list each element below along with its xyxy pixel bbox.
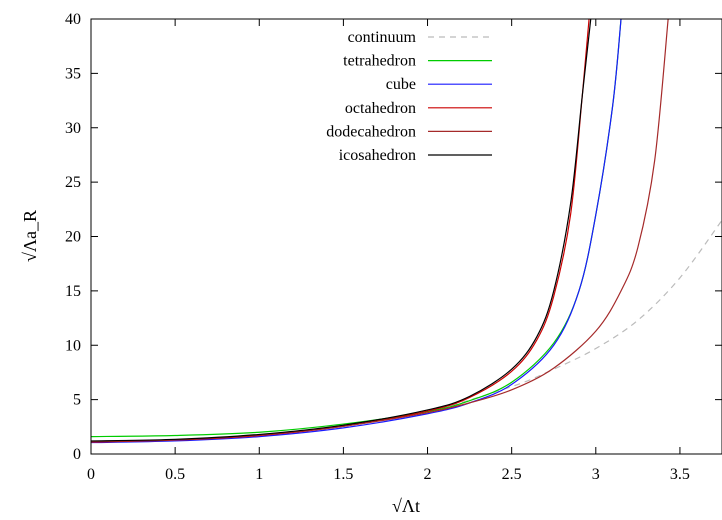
x-tick-label: 1.5 <box>333 466 353 483</box>
series-line-tetrahedron <box>91 19 622 438</box>
y-axis-label: √Λa_R <box>20 210 40 262</box>
x-tick-label: 3.5 <box>670 466 690 483</box>
x-tick-label: 0.5 <box>165 466 185 483</box>
y-tick-label: 10 <box>65 337 81 354</box>
legend: continuum tetrahedron cube octahedron dodeca… <box>326 29 492 164</box>
x-tick-label: 3 <box>592 466 600 483</box>
x-axis-label: √Λt <box>392 496 420 516</box>
y-tick-label: 35 <box>65 65 81 82</box>
x-tick-label: 1 <box>255 466 263 483</box>
ticks-layer: 0 0.5 1 1.5 2 2.5 3 3.5 0 5 10 15 20 25 30 35 40 <box>65 11 722 483</box>
y-tick-label: 15 <box>65 283 81 300</box>
legend-label-tetrahedron: tetrahedron <box>343 53 416 70</box>
y-tick-label: 0 <box>73 446 81 463</box>
series-line-octahedron <box>91 19 590 443</box>
x-tick-label: 0 <box>87 466 95 483</box>
y-tick-label: 5 <box>73 392 81 409</box>
legend-label-dodecahedron: dodecahedron <box>326 123 416 140</box>
y-tick-label: 25 <box>65 174 81 191</box>
x-tick-label: 2 <box>424 466 432 483</box>
series-line-continuum <box>91 219 722 443</box>
series-line-dodecahedron <box>91 19 669 443</box>
y-tick-label: 20 <box>65 229 81 246</box>
legend-label-continuum: continuum <box>348 29 417 46</box>
y-tick-label: 30 <box>65 120 81 137</box>
series-line-icosahedron <box>91 19 592 442</box>
series-line-cube <box>91 19 622 444</box>
legend-label-cube: cube <box>386 76 416 93</box>
series-layer <box>91 19 722 444</box>
legend-label-icosahedron: icosahedron <box>339 147 416 164</box>
y-tick-label: 40 <box>65 11 81 28</box>
legend-label-octahedron: octahedron <box>345 100 416 117</box>
x-tick-label: 2.5 <box>502 466 522 483</box>
